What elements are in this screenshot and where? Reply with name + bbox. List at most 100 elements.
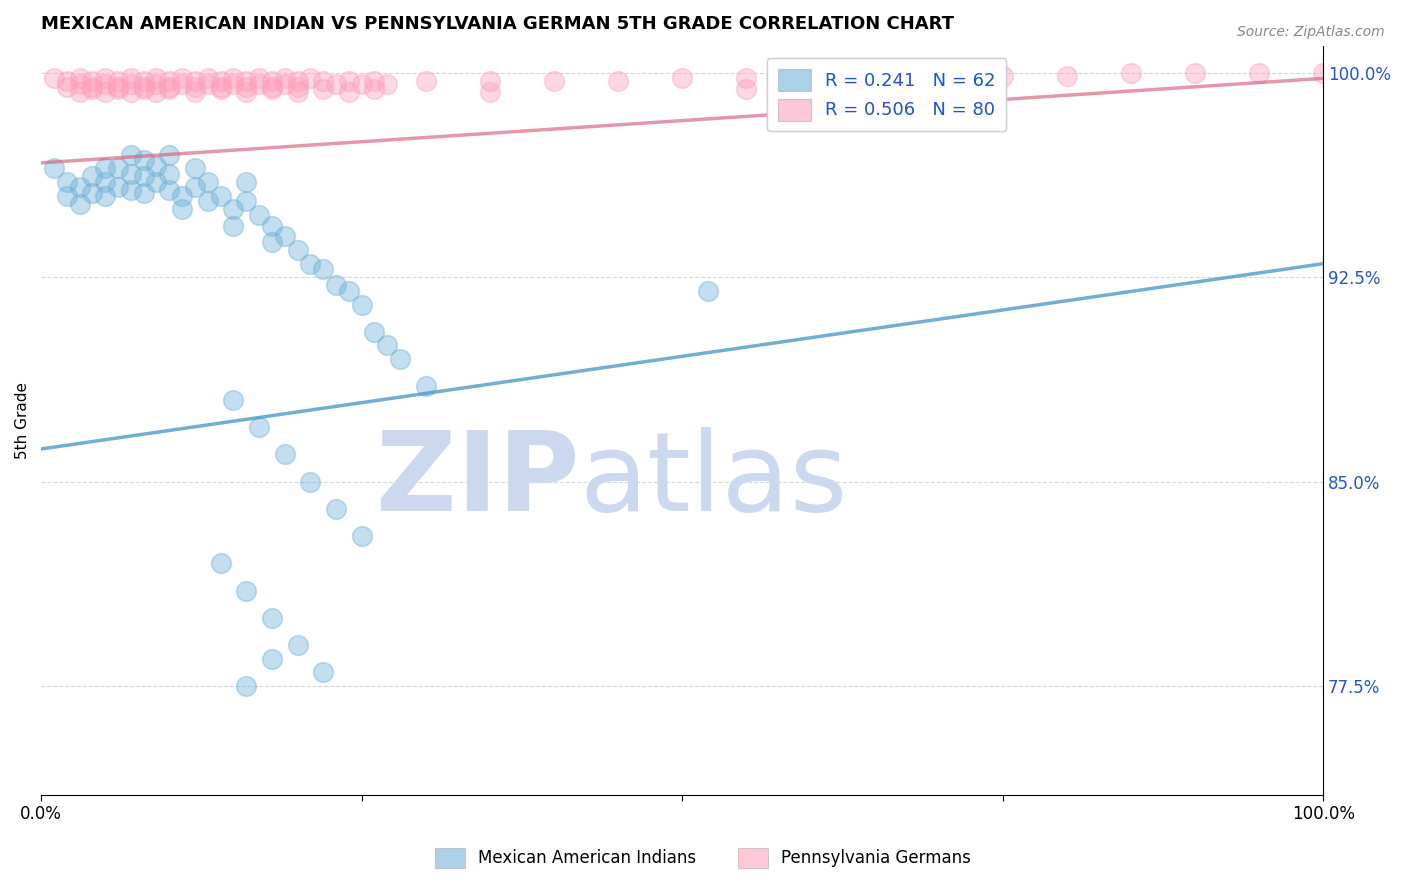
Text: Source: ZipAtlas.com: Source: ZipAtlas.com	[1237, 25, 1385, 39]
Point	[478, 74, 501, 88]
Point	[157, 147, 180, 161]
Point	[132, 186, 155, 200]
Point	[209, 74, 232, 88]
Point	[222, 202, 245, 216]
Point	[145, 77, 167, 91]
Point	[1312, 66, 1334, 80]
Point	[107, 74, 129, 88]
Point	[312, 262, 335, 277]
Point	[172, 202, 194, 216]
Point	[145, 175, 167, 189]
Point	[325, 77, 347, 91]
Point	[363, 325, 385, 339]
Point	[157, 74, 180, 88]
Point	[928, 69, 950, 83]
Point	[69, 196, 91, 211]
Point	[157, 79, 180, 94]
Point	[197, 77, 219, 91]
Point	[1247, 66, 1270, 80]
Point	[735, 71, 758, 86]
Point	[247, 71, 270, 86]
Point	[696, 284, 718, 298]
Point	[184, 85, 207, 99]
Point	[55, 175, 77, 189]
Point	[235, 194, 257, 208]
Point	[145, 159, 167, 173]
Point	[120, 183, 142, 197]
Point	[235, 583, 257, 598]
Point	[69, 85, 91, 99]
Point	[607, 74, 630, 88]
Point	[107, 82, 129, 96]
Point	[69, 180, 91, 194]
Point	[132, 82, 155, 96]
Point	[222, 219, 245, 233]
Text: atlas: atlas	[579, 426, 848, 533]
Point	[82, 169, 104, 184]
Point	[132, 169, 155, 184]
Point	[350, 77, 373, 91]
Point	[94, 161, 117, 176]
Point	[172, 188, 194, 202]
Point	[247, 420, 270, 434]
Point	[107, 79, 129, 94]
Point	[375, 338, 398, 352]
Point	[325, 502, 347, 516]
Point	[184, 161, 207, 176]
Point	[157, 167, 180, 181]
Point	[1056, 69, 1078, 83]
Point	[247, 208, 270, 222]
Point	[863, 69, 886, 83]
Point	[363, 74, 385, 88]
Point	[132, 79, 155, 94]
Point	[209, 188, 232, 202]
Point	[120, 147, 142, 161]
Point	[671, 71, 693, 86]
Point	[312, 74, 335, 88]
Point	[337, 284, 360, 298]
Point	[157, 82, 180, 96]
Point	[991, 69, 1014, 83]
Point	[145, 85, 167, 99]
Point	[120, 85, 142, 99]
Point	[260, 219, 283, 233]
Point	[299, 71, 322, 86]
Point	[120, 77, 142, 91]
Point	[132, 153, 155, 168]
Point	[260, 79, 283, 94]
Point	[222, 392, 245, 407]
Point	[287, 243, 309, 257]
Point	[350, 297, 373, 311]
Point	[145, 71, 167, 86]
Point	[107, 161, 129, 176]
Point	[172, 77, 194, 91]
Point	[312, 82, 335, 96]
Point	[94, 71, 117, 86]
Point	[94, 85, 117, 99]
Point	[235, 175, 257, 189]
Point	[82, 79, 104, 94]
Point	[325, 278, 347, 293]
Point	[209, 82, 232, 96]
Point	[799, 71, 821, 86]
Point	[235, 74, 257, 88]
Point	[1119, 66, 1142, 80]
Point	[350, 529, 373, 543]
Point	[222, 71, 245, 86]
Legend: Mexican American Indians, Pennsylvania Germans: Mexican American Indians, Pennsylvania G…	[429, 841, 977, 875]
Point	[235, 85, 257, 99]
Point	[235, 79, 257, 94]
Point	[197, 194, 219, 208]
Point	[312, 665, 335, 680]
Point	[287, 638, 309, 652]
Point	[299, 257, 322, 271]
Point	[389, 352, 412, 367]
Point	[260, 82, 283, 96]
Legend: R = 0.241   N = 62, R = 0.506   N = 80: R = 0.241 N = 62, R = 0.506 N = 80	[768, 59, 1007, 131]
Point	[260, 652, 283, 666]
Point	[287, 79, 309, 94]
Point	[209, 557, 232, 571]
Point	[55, 79, 77, 94]
Point	[120, 167, 142, 181]
Point	[273, 447, 295, 461]
